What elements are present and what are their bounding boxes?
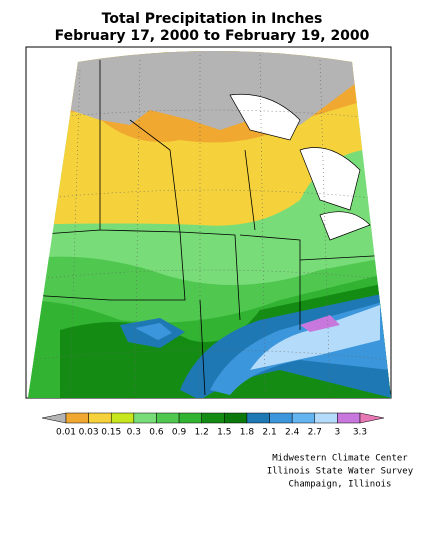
legend-swatch (133, 412, 157, 424)
legend-swatch (65, 412, 89, 424)
subtitle: February 17, 2000 to February 19, 2000 (55, 28, 370, 44)
credit-line: Midwestern Climate Center (272, 454, 408, 464)
legend-label: 2.1 (262, 428, 276, 438)
legend-label: 1.2 (195, 428, 209, 438)
legend-swatch (337, 412, 361, 424)
legend-label: 0.3 (127, 428, 141, 438)
credit-line: Champaign, Illinois (289, 480, 392, 490)
legend-swatch (156, 412, 180, 424)
legend-swatch (224, 412, 248, 424)
legend-arrow-high (359, 412, 385, 424)
legend-label: 1.5 (217, 428, 231, 438)
legend-label: 3.3 (353, 428, 367, 438)
legend-swatch (201, 412, 225, 424)
legend-label: 1.8 (240, 428, 255, 438)
legend-swatch (291, 412, 316, 424)
legend-swatch (110, 412, 135, 424)
legend: 0.01 0.03 0.15 0.3 0.6 0.9 1.2 1.5 1.8 2.1 2.4 2.7 3… (41, 412, 385, 438)
legend-swatch (88, 412, 112, 424)
legend-arrow-low (41, 412, 67, 424)
legend-label: 0.03 (79, 428, 99, 438)
legend-label: 0.01 (56, 428, 76, 438)
precip-field (28, 51, 391, 398)
legend-swatch (269, 412, 293, 424)
title: Total Precipitation in Inches (102, 11, 323, 27)
legend-label: 2.4 (285, 428, 300, 438)
legend-label: 2.7 (308, 428, 322, 438)
legend-swatch (246, 412, 270, 424)
legend-label: 0.6 (149, 428, 164, 438)
legend-label: 0.15 (101, 428, 121, 438)
credits: Midwestern Climate Center Illinois State … (267, 454, 414, 490)
legend-label: 0.9 (172, 428, 187, 438)
legend-swatch (314, 412, 338, 424)
credit-line: Illinois State Water Survey (267, 467, 414, 477)
legend-swatch (178, 412, 202, 424)
legend-label: 3 (335, 428, 341, 438)
